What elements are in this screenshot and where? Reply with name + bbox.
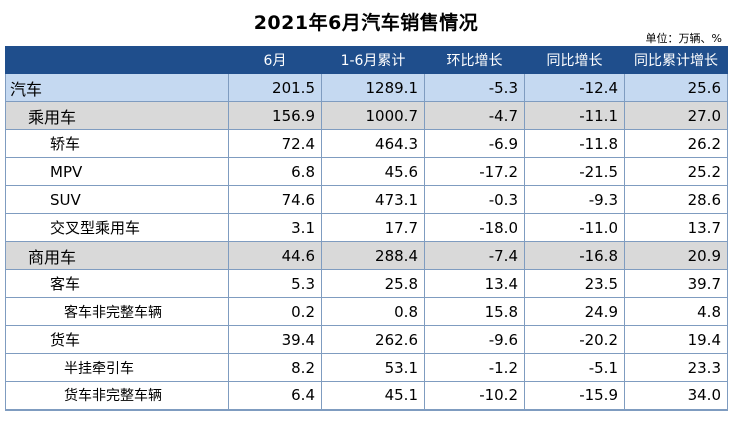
table-row: 客车 5.3 25.8 13.4 23.5 39.7 <box>5 269 728 298</box>
table-header-row: 6月 1-6月累计 环比增长 同比增长 同比累计增长 <box>5 46 728 74</box>
ytd-cell: 473.1 <box>321 185 425 214</box>
mom-cell: -1.2 <box>424 353 525 382</box>
june-cell: 39.4 <box>228 325 322 354</box>
row-name-cell: 商用车 <box>5 241 229 270</box>
yoy-cell: -9.3 <box>524 185 625 214</box>
june-cell: 8.2 <box>228 353 322 382</box>
mom-cell: -17.2 <box>424 157 525 186</box>
mom-cell: 13.4 <box>424 269 525 298</box>
row-name-cell: 轿车 <box>5 129 229 158</box>
table-row: MPV 6.8 45.6 -17.2 -21.5 25.2 <box>5 157 728 186</box>
table-body: 汽车 201.5 1289.1 -5.3 -12.4 25.6 乘用车 156.9 1000.7… <box>5 73 728 411</box>
mom-cell: -4.7 <box>424 101 525 130</box>
ytd-cell: 17.7 <box>321 213 425 242</box>
table-row: 乘用车 156.9 1000.7 -4.7 -11.1 27.0 <box>5 101 728 130</box>
june-cell: 201.5 <box>228 73 322 102</box>
header-corner <box>5 46 229 74</box>
row-name-cell: 交叉型乘用车 <box>5 213 229 242</box>
june-cell: 5.3 <box>228 269 322 298</box>
ytd-cell: 25.8 <box>321 269 425 298</box>
ytd-cell: 45.1 <box>321 381 425 411</box>
table-row: SUV 74.6 473.1 -0.3 -9.3 28.6 <box>5 185 728 214</box>
yoy-cell: -11.0 <box>524 213 625 242</box>
ytd-cell: 1000.7 <box>321 101 425 130</box>
ytd-yoy-cell: 26.2 <box>624 129 728 158</box>
row-name-cell: 半挂牵引车 <box>5 353 229 382</box>
ytd-yoy-cell: 25.2 <box>624 157 728 186</box>
table-row: 商用车 44.6 288.4 -7.4 -16.8 20.9 <box>5 241 728 270</box>
ytd-yoy-cell: 19.4 <box>624 325 728 354</box>
yoy-cell: -16.8 <box>524 241 625 270</box>
yoy-cell: -11.8 <box>524 129 625 158</box>
header-june: 6月 <box>228 46 322 74</box>
sales-table: 6月 1-6月累计 环比增长 同比增长 同比累计增长 汽车 201.5 1289.1… <box>5 46 728 411</box>
mom-cell: -18.0 <box>424 213 525 242</box>
yoy-cell: 24.9 <box>524 297 625 326</box>
june-cell: 44.6 <box>228 241 322 270</box>
june-cell: 6.4 <box>228 381 322 411</box>
row-name-cell: 客车非完整车辆 <box>5 297 229 326</box>
yoy-cell: -11.1 <box>524 101 625 130</box>
row-name-cell: 货车 <box>5 325 229 354</box>
ytd-cell: 1289.1 <box>321 73 425 102</box>
table-row: 轿车 72.4 464.3 -6.9 -11.8 26.2 <box>5 129 728 158</box>
june-cell: 3.1 <box>228 213 322 242</box>
header-yoy: 同比增长 <box>524 46 625 74</box>
page-title: 2021年6月汽车销售情况 <box>253 12 479 34</box>
ytd-yoy-cell: 23.3 <box>624 353 728 382</box>
ytd-cell: 53.1 <box>321 353 425 382</box>
header-mom: 环比增长 <box>424 46 525 74</box>
ytd-yoy-cell: 25.6 <box>624 73 728 102</box>
ytd-cell: 45.6 <box>321 157 425 186</box>
ytd-yoy-cell: 39.7 <box>624 269 728 298</box>
june-cell: 72.4 <box>228 129 322 158</box>
ytd-cell: 288.4 <box>321 241 425 270</box>
table-row: 货车 39.4 262.6 -9.6 -20.2 19.4 <box>5 325 728 354</box>
header-ytd-yoy: 同比累计增长 <box>624 46 728 74</box>
yoy-cell: -15.9 <box>524 381 625 411</box>
ytd-yoy-cell: 27.0 <box>624 101 728 130</box>
yoy-cell: -20.2 <box>524 325 625 354</box>
table-row: 半挂牵引车 8.2 53.1 -1.2 -5.1 23.3 <box>5 353 728 382</box>
row-name-cell: 货车非完整车辆 <box>5 381 229 411</box>
table-row: 客车非完整车辆 0.2 0.8 15.8 24.9 4.8 <box>5 297 728 326</box>
mom-cell: -9.6 <box>424 325 525 354</box>
yoy-cell: -5.1 <box>524 353 625 382</box>
ytd-yoy-cell: 13.7 <box>624 213 728 242</box>
ytd-yoy-cell: 28.6 <box>624 185 728 214</box>
ytd-cell: 0.8 <box>321 297 425 326</box>
mom-cell: 15.8 <box>424 297 525 326</box>
row-name-cell: SUV <box>5 185 229 214</box>
mom-cell: -10.2 <box>424 381 525 411</box>
june-cell: 156.9 <box>228 101 322 130</box>
table-row: 交叉型乘用车 3.1 17.7 -18.0 -11.0 13.7 <box>5 213 728 242</box>
ytd-yoy-cell: 34.0 <box>624 381 728 411</box>
june-cell: 0.2 <box>228 297 322 326</box>
header-ytd: 1-6月累计 <box>321 46 425 74</box>
ytd-yoy-cell: 20.9 <box>624 241 728 270</box>
row-name-cell: MPV <box>5 157 229 186</box>
table-row: 货车非完整车辆 6.4 45.1 -10.2 -15.9 34.0 <box>5 381 728 411</box>
row-name-cell: 汽车 <box>5 73 229 102</box>
june-cell: 6.8 <box>228 157 322 186</box>
yoy-cell: -21.5 <box>524 157 625 186</box>
unit-note: 单位：万辆、% <box>645 32 722 45</box>
yoy-cell: 23.5 <box>524 269 625 298</box>
row-name-cell: 乘用车 <box>5 101 229 130</box>
ytd-cell: 464.3 <box>321 129 425 158</box>
mom-cell: -7.4 <box>424 241 525 270</box>
table-row: 汽车 201.5 1289.1 -5.3 -12.4 25.6 <box>5 73 728 102</box>
yoy-cell: -12.4 <box>524 73 625 102</box>
mom-cell: -6.9 <box>424 129 525 158</box>
row-name-cell: 客车 <box>5 269 229 298</box>
june-cell: 74.6 <box>228 185 322 214</box>
ytd-cell: 262.6 <box>321 325 425 354</box>
ytd-yoy-cell: 4.8 <box>624 297 728 326</box>
mom-cell: -0.3 <box>424 185 525 214</box>
mom-cell: -5.3 <box>424 73 525 102</box>
